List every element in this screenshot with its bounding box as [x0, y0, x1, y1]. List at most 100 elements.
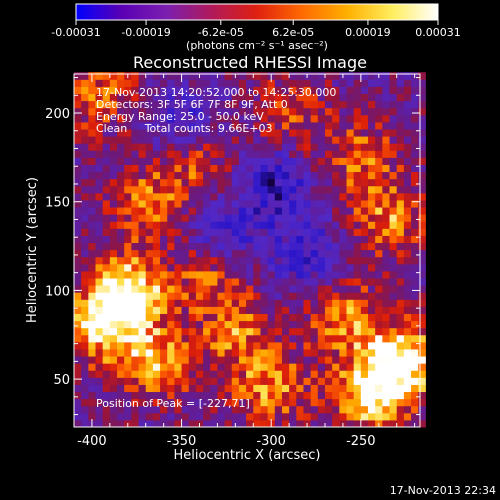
heatmap-cell [260, 221, 269, 229]
heatmap-cell [346, 320, 355, 329]
heatmap-cell [296, 207, 304, 215]
heatmap-cell [289, 185, 297, 194]
heatmap-cell [317, 334, 326, 343]
heatmap-cell [246, 207, 254, 215]
heatmap-cell [131, 405, 140, 414]
heatmap-cell [274, 136, 283, 144]
heatmap-cell [267, 214, 276, 222]
heatmap-cell [195, 370, 204, 378]
heatmap-cell [102, 72, 111, 80]
heatmap-cell [224, 143, 233, 151]
heatmap-cell [368, 178, 376, 187]
heatmap-cell [253, 370, 261, 378]
heatmap-cell [160, 79, 168, 87]
heatmap-cell [310, 363, 319, 371]
heatmap-cell [353, 121, 362, 130]
heatmap-cell [339, 128, 347, 137]
heatmap-cell [382, 356, 391, 364]
heatmap-cell [131, 242, 140, 251]
heatmap-cell [246, 185, 254, 194]
heatmap-cell [102, 256, 111, 265]
heatmap-cell [281, 306, 290, 314]
heatmap-cell [102, 341, 111, 350]
heatmap-cell [360, 171, 369, 180]
heatmap-cell [418, 334, 426, 343]
heatmap-cell [353, 178, 362, 187]
heatmap-cell [303, 178, 312, 187]
heatmap-cell [210, 306, 218, 314]
heatmap-cell [253, 114, 261, 123]
heatmap-cell [418, 348, 426, 357]
heatmap-cell [188, 299, 197, 307]
heatmap-cell [353, 363, 362, 371]
heatmap-cell [160, 412, 168, 421]
heatmap-cell [210, 313, 218, 322]
heatmap-cell [310, 150, 319, 158]
heatmap-cell [317, 221, 326, 229]
heatmap-cell [188, 150, 197, 158]
heatmap-cell [403, 256, 412, 265]
heatmap-cell [246, 72, 254, 80]
heatmap-cell [303, 412, 312, 421]
heatmap-cell [131, 150, 140, 158]
heatmap-cell [246, 164, 254, 173]
heatmap-cell [117, 185, 125, 194]
heatmap-cell [382, 121, 391, 130]
heatmap-cell [181, 412, 190, 421]
heatmap-cell [339, 334, 347, 343]
heatmap-cell [188, 285, 197, 293]
heatmap-cell [95, 93, 104, 102]
heatmap-cell [238, 72, 247, 80]
heatmap-cell [88, 356, 97, 364]
heatmap-cell [303, 121, 312, 130]
heatmap-cell [260, 313, 269, 322]
heatmap-cell [195, 214, 204, 222]
heatmap-cell [210, 320, 218, 329]
heatmap-cell [167, 86, 175, 95]
heatmap-cell [418, 228, 426, 236]
heatmap-cell [238, 79, 247, 87]
heatmap-cell [375, 370, 383, 378]
heatmap-cell [124, 235, 132, 244]
heatmap-cell [203, 199, 211, 208]
heatmap-cell [310, 114, 319, 123]
heatmap-cell [167, 207, 175, 215]
heatmap-cell [238, 327, 247, 336]
heatmap-cell [231, 143, 240, 151]
heatmap-cell [174, 128, 183, 137]
heatmap-cell [253, 128, 261, 137]
heatmap-cell [339, 405, 347, 414]
heatmap-cell [74, 377, 82, 385]
heatmap-cell [353, 114, 362, 123]
heatmap-cell [260, 128, 269, 137]
heatmap-cell [160, 185, 168, 194]
heatmap-cell [274, 107, 283, 116]
heatmap-cell [160, 100, 168, 109]
heatmap-cell [353, 199, 362, 208]
heatmap-cell [289, 150, 297, 158]
heatmap-cell [382, 263, 391, 272]
heatmap-cell [253, 143, 261, 151]
heatmap-cell [145, 192, 154, 201]
heatmap-cell [332, 348, 340, 357]
heatmap-cell [317, 79, 326, 87]
heatmap-cell [131, 341, 140, 350]
heatmap-cell [403, 270, 412, 279]
heatmap-cell [324, 93, 333, 102]
heatmap-cell [368, 363, 376, 371]
heatmap-cell [181, 334, 190, 343]
heatmap-cell [267, 207, 276, 215]
heatmap-cell [131, 199, 140, 208]
heatmap-cell [260, 292, 269, 300]
heatmap-cell [145, 292, 154, 300]
heatmap-cell [324, 235, 333, 244]
heatmap-cell [346, 356, 355, 364]
heatmap-cell [131, 185, 140, 194]
heatmap-cell [238, 285, 247, 293]
heatmap-cell [289, 242, 297, 251]
heatmap-cell [289, 377, 297, 385]
heatmap-cell [74, 107, 82, 116]
heatmap-cell [174, 306, 183, 314]
heatmap-cell [310, 391, 319, 400]
heatmap-cell [260, 370, 269, 378]
